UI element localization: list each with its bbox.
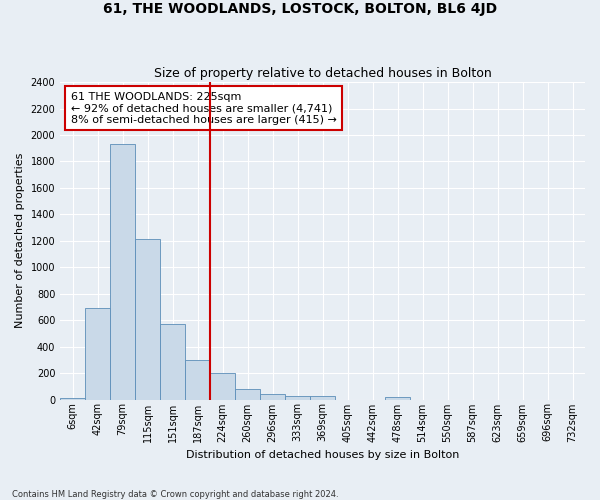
Bar xyxy=(60,398,85,400)
Text: Contains HM Land Registry data © Crown copyright and database right 2024.: Contains HM Land Registry data © Crown c… xyxy=(12,490,338,499)
Bar xyxy=(185,360,210,400)
Bar xyxy=(260,394,285,400)
Title: Size of property relative to detached houses in Bolton: Size of property relative to detached ho… xyxy=(154,66,491,80)
Bar xyxy=(135,240,160,400)
Bar xyxy=(110,144,135,400)
Bar xyxy=(385,397,410,400)
Bar xyxy=(235,389,260,400)
Text: 61 THE WOODLANDS: 225sqm
← 92% of detached houses are smaller (4,741)
8% of semi: 61 THE WOODLANDS: 225sqm ← 92% of detach… xyxy=(71,92,337,125)
Bar xyxy=(160,324,185,400)
Bar xyxy=(285,396,310,400)
Text: 61, THE WOODLANDS, LOSTOCK, BOLTON, BL6 4JD: 61, THE WOODLANDS, LOSTOCK, BOLTON, BL6 … xyxy=(103,2,497,16)
Bar xyxy=(310,396,335,400)
Bar xyxy=(85,308,110,400)
Y-axis label: Number of detached properties: Number of detached properties xyxy=(15,153,25,328)
X-axis label: Distribution of detached houses by size in Bolton: Distribution of detached houses by size … xyxy=(186,450,459,460)
Bar xyxy=(210,373,235,400)
